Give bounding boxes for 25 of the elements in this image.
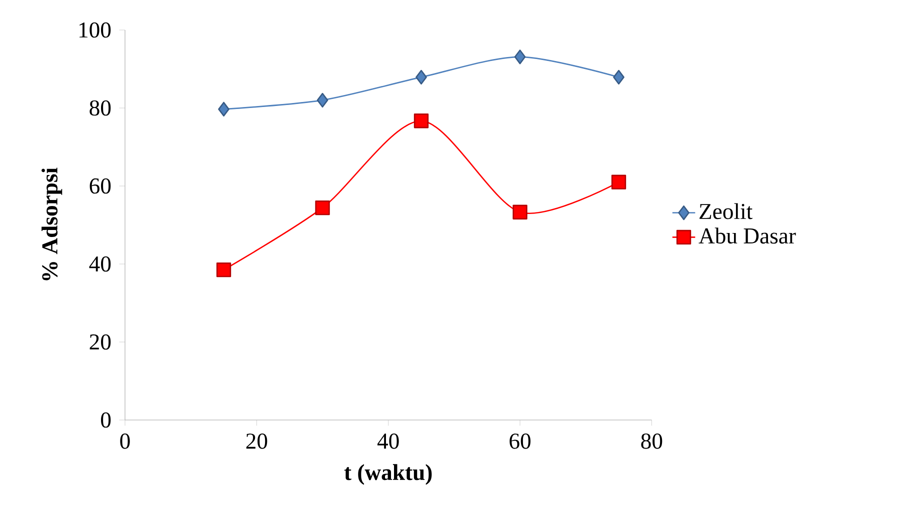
x-tick-label: 40 xyxy=(377,434,399,449)
point xyxy=(416,70,427,85)
legend-label: Zeolit xyxy=(700,203,753,220)
y-tick-label: 80 xyxy=(90,100,111,116)
legend-label: Abu Dasar xyxy=(698,228,796,244)
point xyxy=(315,200,330,216)
x-tick-label: 20 xyxy=(246,434,268,449)
y-tick-label: 0 xyxy=(101,412,111,428)
y-tick-label: 60 xyxy=(90,178,111,194)
y-tick-label: 100 xyxy=(79,22,111,38)
point xyxy=(316,92,328,108)
x-tick-label: 60 xyxy=(510,434,530,449)
y-axis-title: % Adsorpsi xyxy=(42,168,62,280)
point xyxy=(414,114,429,128)
y-tick-label: 40 xyxy=(89,256,111,272)
point xyxy=(514,50,526,64)
point xyxy=(512,204,528,220)
point xyxy=(611,174,626,190)
x-axis-title: t (waktu) xyxy=(344,464,432,485)
y-tick-label: 20 xyxy=(90,334,111,350)
point xyxy=(613,70,624,85)
x-tick-label: 0 xyxy=(120,434,130,449)
point xyxy=(216,262,232,278)
x-tick-label: 80 xyxy=(641,434,662,449)
point xyxy=(218,102,230,117)
